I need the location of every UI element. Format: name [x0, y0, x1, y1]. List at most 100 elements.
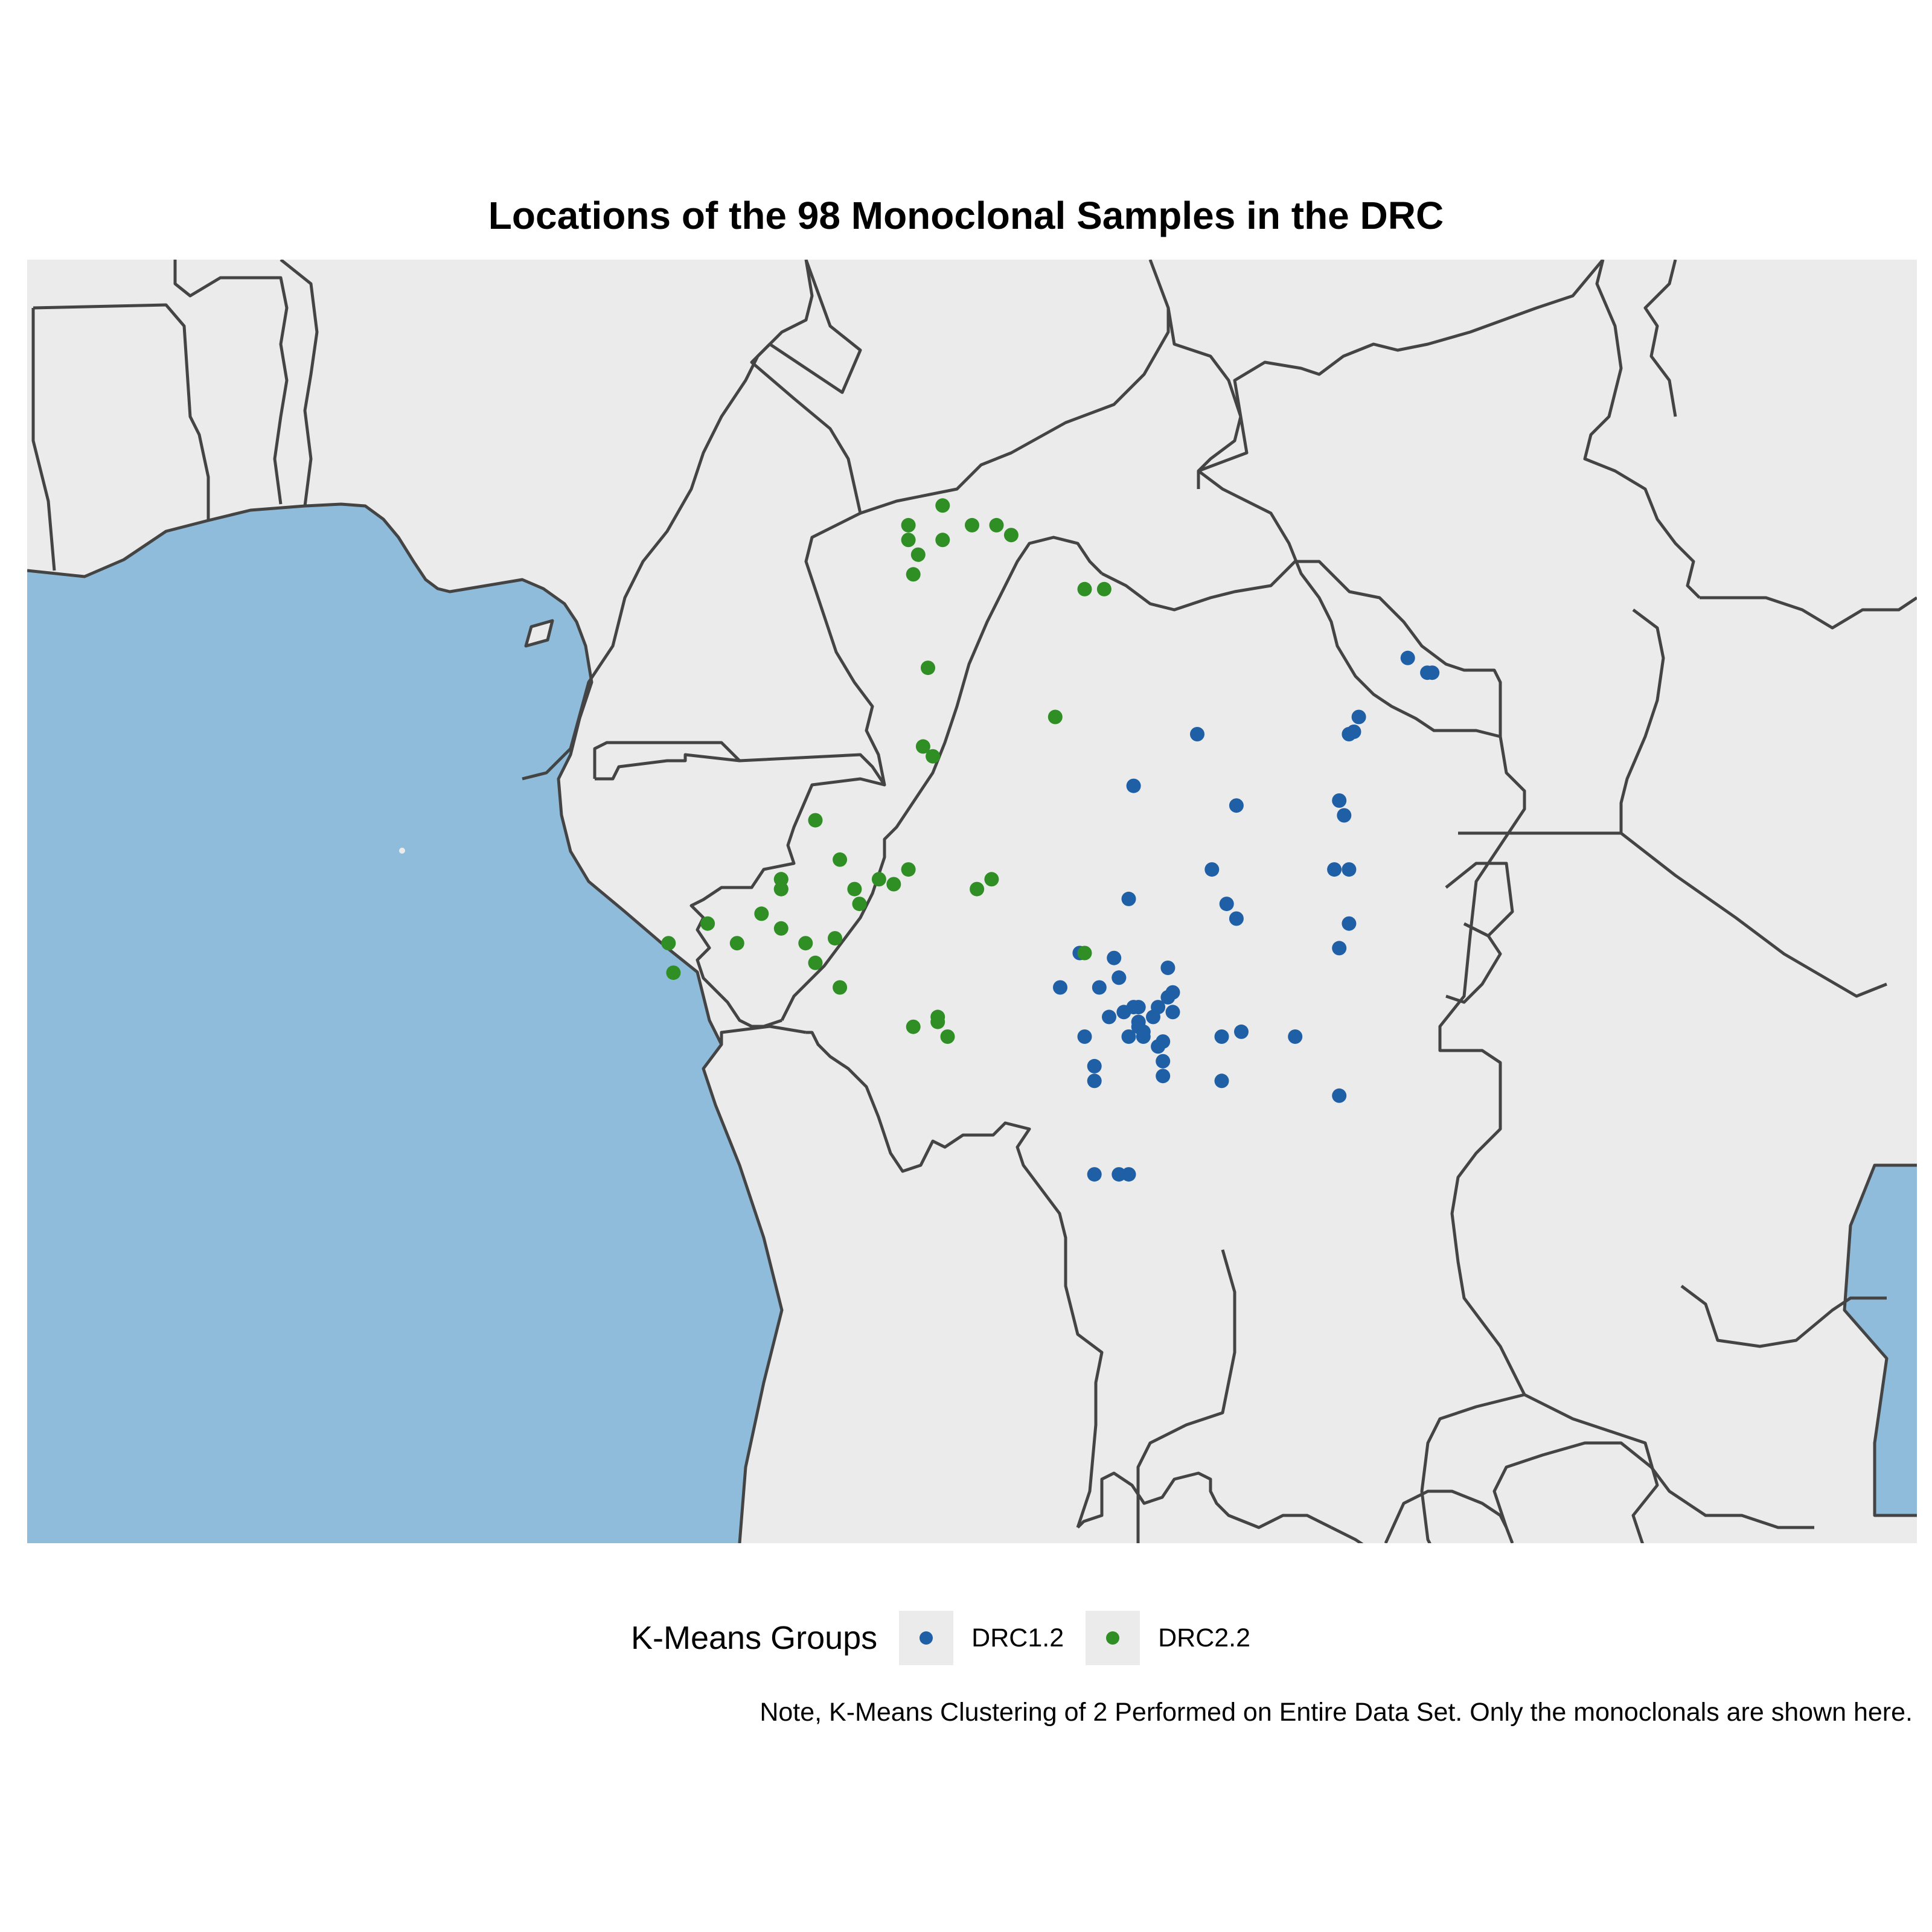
border-south-sudan-ethiopia	[1583, 260, 1701, 599]
sample-point-drc1-2-36	[1121, 1029, 1136, 1044]
sample-point-drc2-2-24	[754, 906, 769, 921]
sample-point-drc2-2-40	[798, 936, 813, 951]
sample-point-drc1-2-23	[1112, 970, 1127, 985]
legend-label-drc1-2: DRC1.2	[971, 1623, 1064, 1652]
sample-point-drc2-2-34	[852, 897, 867, 912]
sample-point-drc1-2-37	[1214, 1029, 1229, 1044]
border-drc-zambia-katanga	[1330, 1393, 1525, 1543]
sample-point-drc1-2-43	[1136, 1029, 1151, 1044]
sample-point-drc1-2-16	[1229, 911, 1244, 926]
border-car-drc	[1101, 560, 1502, 737]
legend-title: K-Means Groups	[631, 1620, 878, 1656]
sample-point-drc1-2-5	[1342, 727, 1357, 741]
sample-point-drc1-2-44	[1234, 1024, 1249, 1039]
border-angola-zambia	[1136, 1249, 1236, 1543]
legend-key-drc1-2	[899, 1611, 954, 1665]
sample-point-drc2-2-31	[661, 936, 676, 951]
sample-point-drc2-2-0	[935, 498, 950, 513]
sample-point-drc1-2-50	[1087, 1073, 1102, 1089]
border-drc-angola-west	[806, 1031, 1104, 1528]
border-angola-cabinda-north	[720, 1025, 807, 1044]
map-panel	[27, 260, 1917, 1543]
sample-point-drc2-2-18	[871, 872, 886, 887]
sample-point-drc2-2-15	[808, 813, 823, 828]
sample-point-drc2-2-5	[989, 517, 1004, 533]
sample-point-drc1-2-14	[1121, 891, 1136, 906]
border-tanzania-mozambique	[1680, 1285, 1887, 1348]
coastline-east-africa	[1843, 1163, 1917, 1517]
sample-point-drc2-2-20	[970, 881, 985, 897]
sample-point-drc1-2-0	[1400, 650, 1415, 665]
sample-point-drc2-2-32	[666, 965, 681, 980]
sao-tome-island	[399, 848, 405, 854]
sample-point-drc1-2-20	[1107, 950, 1122, 965]
sample-point-drc2-2-27	[729, 936, 744, 951]
sample-point-drc1-2-3	[1351, 709, 1366, 724]
border-cameroon-chad-car	[593, 260, 886, 787]
sample-point-drc1-2-42	[1156, 1054, 1171, 1069]
sample-point-drc1-2-29	[1102, 1009, 1116, 1025]
sample-point-drc1-2-7	[1126, 778, 1141, 793]
legend-dot-drc2-2	[1106, 1631, 1120, 1645]
sample-point-drc1-2-6	[1190, 727, 1204, 741]
sample-point-drc2-2-42	[773, 872, 788, 887]
sample-point-drc2-2-33	[847, 881, 862, 897]
sample-point-drc1-2-12	[1327, 862, 1342, 877]
legend-item-drc2-2: DRC2.2	[1086, 1611, 1250, 1665]
sample-point-drc2-2-21	[984, 872, 999, 887]
sample-point-drc2-2-6	[1003, 528, 1019, 543]
sample-point-drc2-2-30	[833, 980, 848, 995]
border-mozambique	[1492, 1441, 1814, 1529]
sample-point-drc1-2-46	[1077, 1029, 1092, 1044]
sample-point-drc1-2-51	[1332, 1088, 1347, 1103]
legend-item-drc1-2: DRC1.2	[899, 1611, 1064, 1665]
sample-point-drc2-2-11	[921, 661, 935, 676]
border-sudan-south-sudan	[1198, 260, 1604, 473]
sample-point-drc2-2-3	[935, 533, 950, 548]
sample-point-drc1-2-47	[1087, 1058, 1102, 1073]
border-cdi-ghana	[33, 303, 210, 520]
sample-point-drc1-2-13	[1342, 862, 1357, 877]
border-ethiopia-kenya	[1700, 596, 1917, 630]
sample-point-drc2-2-36	[906, 1019, 921, 1034]
sample-point-drc1-2-9	[1332, 793, 1347, 808]
land-mainland	[27, 260, 1917, 1543]
sample-point-drc1-2-2	[1420, 665, 1435, 680]
sample-point-drc2-2-8	[906, 567, 921, 582]
sample-point-drc1-2-45	[1288, 1029, 1303, 1044]
legend-label-drc2-2: DRC2.2	[1158, 1623, 1251, 1652]
legend-key-drc2-2	[1086, 1611, 1140, 1665]
sample-point-drc2-2-41	[930, 1014, 945, 1029]
sample-point-drc1-2-8	[1229, 798, 1244, 813]
border-chad-car-north	[860, 260, 1170, 515]
border-ghana-togo	[173, 260, 289, 505]
bioko-outline	[524, 619, 554, 648]
sample-point-drc2-2-26	[773, 921, 788, 936]
border-south-sudan-drc	[1197, 470, 1501, 738]
legend: K-Means Groups DRC1.2 DRC2.2	[631, 1610, 1272, 1666]
border-togo-benin	[280, 260, 319, 507]
sample-point-drc1-2-33	[1146, 1009, 1160, 1025]
border-nigeria-cameroon	[522, 260, 814, 781]
sample-point-drc1-2-17	[1342, 916, 1357, 931]
border-gabon-congo	[689, 777, 885, 997]
sample-point-drc1-2-30	[1116, 1005, 1131, 1020]
border-burundi	[1445, 922, 1502, 1004]
border-uganda-kenya	[1619, 609, 1665, 833]
sample-point-drc1-2-49	[1214, 1073, 1229, 1089]
sample-point-drc2-2-19	[886, 877, 901, 892]
legend-dot-drc1-2	[920, 1631, 933, 1645]
sample-point-drc2-2-13	[915, 739, 930, 754]
sample-point-drc1-2-53	[1087, 1167, 1102, 1182]
border-congo-drc	[780, 536, 1103, 1022]
sample-point-drc2-2-35	[1077, 945, 1092, 961]
sample-point-drc1-2-15	[1219, 897, 1234, 912]
map	[27, 260, 1917, 1543]
sample-point-drc1-2-24	[1160, 961, 1176, 975]
sample-point-drc1-2-41	[1151, 1039, 1166, 1054]
sample-point-drc1-2-48	[1156, 1069, 1171, 1084]
sample-point-drc1-2-11	[1204, 862, 1220, 877]
sample-point-drc1-2-54	[1121, 1167, 1136, 1182]
sample-point-drc2-2-28	[828, 931, 842, 946]
sample-point-drc1-2-22	[1092, 980, 1107, 995]
